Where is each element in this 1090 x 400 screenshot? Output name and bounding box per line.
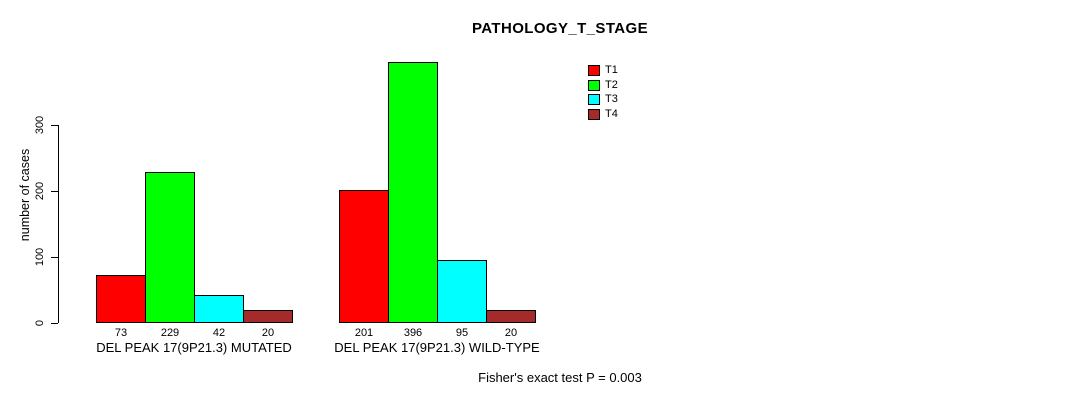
y-tick bbox=[51, 257, 58, 258]
legend-item-t4: T4 bbox=[588, 107, 618, 122]
y-tick-label: 300 bbox=[34, 115, 46, 135]
legend-label: T4 bbox=[605, 107, 618, 120]
bar-t3-group-0 bbox=[194, 295, 244, 323]
bar-t1-group-0 bbox=[96, 274, 146, 323]
legend-swatch-t3 bbox=[588, 94, 600, 106]
bar-value-label: 95 bbox=[455, 327, 469, 339]
legend: T1 T2 T3 T4 bbox=[588, 63, 618, 122]
y-tick bbox=[51, 191, 58, 192]
annotation-fisher-test: Fisher's exact test P = 0.003 bbox=[478, 370, 642, 385]
legend-label: T1 bbox=[605, 63, 618, 76]
bar-value-label: 42 bbox=[212, 327, 226, 339]
legend-item-t2: T2 bbox=[588, 78, 618, 93]
y-tick-label: 100 bbox=[34, 247, 46, 267]
y-axis-label: number of cases bbox=[18, 148, 32, 242]
legend-item-t1: T1 bbox=[588, 63, 618, 78]
bar-value-label: 201 bbox=[354, 327, 374, 339]
x-category-label: DEL PEAK 17(9P21.3) MUTATED bbox=[96, 340, 292, 355]
y-axis-line bbox=[58, 125, 59, 323]
y-tick-label: 200 bbox=[34, 181, 46, 201]
legend-swatch-t1 bbox=[588, 64, 600, 76]
bar-t4-group-0 bbox=[243, 309, 293, 323]
legend-label: T3 bbox=[605, 93, 618, 106]
bar-t3-group-1 bbox=[437, 260, 487, 323]
legend-item-t3: T3 bbox=[588, 92, 618, 107]
bar-value-label: 73 bbox=[114, 327, 128, 339]
y-tick-label: 0 bbox=[34, 319, 46, 327]
bar-value-label: 396 bbox=[403, 327, 423, 339]
bar-t4-group-1 bbox=[486, 309, 536, 323]
y-tick bbox=[51, 323, 58, 324]
bar-t2-group-1 bbox=[388, 61, 438, 323]
bar-value-label: 20 bbox=[504, 327, 518, 339]
legend-swatch-t4 bbox=[588, 108, 600, 120]
chart-title: PATHOLOGY_T_STAGE bbox=[472, 20, 648, 37]
bar-value-label: 229 bbox=[160, 327, 180, 339]
legend-label: T2 bbox=[605, 78, 618, 91]
bar-value-label: 20 bbox=[261, 327, 275, 339]
bar-t1-group-1 bbox=[339, 190, 389, 323]
x-category-label: DEL PEAK 17(9P21.3) WILD-TYPE bbox=[334, 340, 540, 355]
y-tick bbox=[51, 125, 58, 126]
legend-swatch-t2 bbox=[588, 79, 600, 91]
bar-t2-group-0 bbox=[145, 171, 195, 323]
